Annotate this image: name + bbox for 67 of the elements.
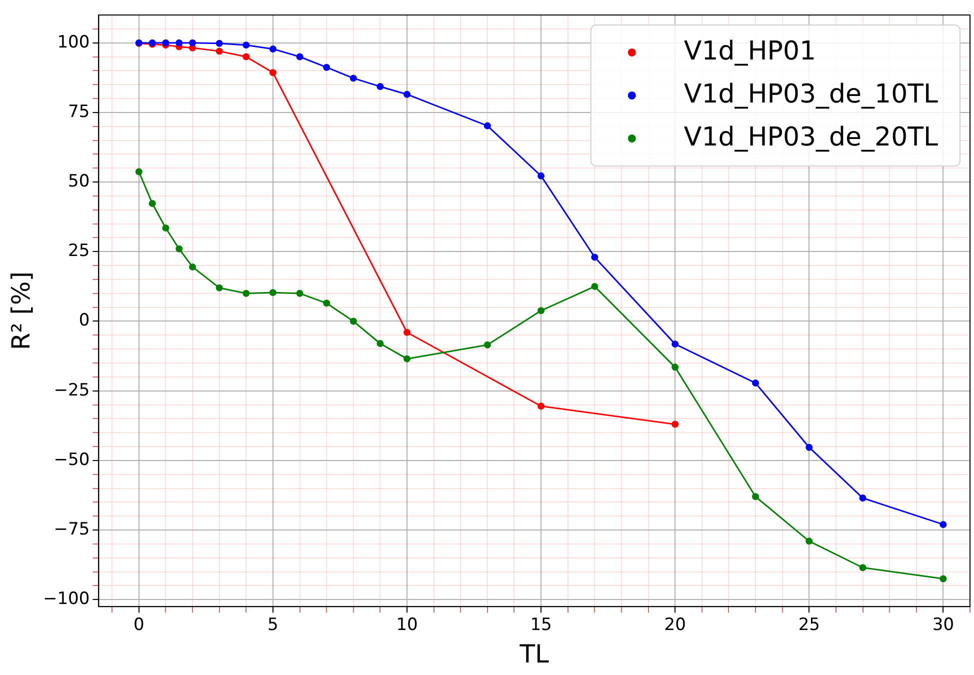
y-tick-label: 50 (68, 171, 90, 192)
point (404, 90, 410, 98)
point (269, 45, 276, 52)
point (148, 200, 156, 207)
point (591, 254, 598, 261)
point (376, 83, 384, 90)
point (189, 39, 196, 46)
point (752, 493, 760, 500)
x-tick-label: 0 (133, 615, 144, 636)
x-tick-label: 25 (798, 615, 820, 636)
point (296, 53, 304, 60)
point (484, 341, 491, 348)
point (806, 444, 813, 451)
point (135, 168, 142, 176)
point (216, 284, 223, 292)
point (323, 64, 330, 71)
point (806, 538, 813, 545)
y-tick-label: −75 (54, 519, 90, 540)
y-tick-label: 25 (68, 241, 90, 262)
point (296, 290, 304, 297)
legend-label: V1d_HP03_de_10TL (684, 79, 939, 110)
point (242, 42, 250, 49)
point (242, 290, 250, 297)
point (672, 364, 679, 371)
point (404, 328, 410, 336)
y-tick-label: 75 (68, 102, 90, 122)
point (940, 575, 947, 582)
y-axis-title: R² [%] (6, 271, 36, 350)
point (538, 307, 545, 314)
point (404, 355, 410, 362)
point (350, 318, 357, 325)
point (376, 340, 384, 348)
point (269, 289, 276, 296)
x-tick-label: 10 (396, 615, 418, 636)
y-tick-label: 0 (78, 310, 90, 331)
point (216, 40, 223, 47)
y-tick-label: 100 (57, 32, 90, 52)
point (591, 282, 598, 290)
point (162, 39, 170, 46)
point (940, 520, 947, 528)
point (242, 53, 250, 60)
point (323, 300, 330, 307)
point (484, 122, 491, 130)
x-tick-label: 20 (664, 615, 686, 636)
point (859, 494, 866, 502)
y-tick-label: −25 (54, 380, 90, 400)
point (538, 172, 545, 180)
y-tick-label: −50 (54, 450, 90, 470)
point (162, 224, 170, 232)
point (350, 74, 357, 82)
point (672, 340, 679, 348)
point (216, 48, 223, 55)
point (189, 263, 196, 270)
y-tick-label: −100 (42, 589, 90, 610)
legend-label: V1d_HP03_de_20TL (684, 122, 939, 152)
x-tick-label: 30 (932, 615, 954, 636)
point (176, 245, 183, 252)
point (269, 69, 276, 76)
point (176, 39, 183, 46)
x-tick-label: 15 (530, 615, 552, 636)
point (538, 402, 545, 410)
point (752, 380, 760, 387)
x-axis-title: TL (518, 640, 550, 668)
point (859, 564, 866, 572)
legend-label: V1d_HP01 (684, 36, 816, 66)
point (672, 420, 679, 428)
x-tick-label: 5 (268, 615, 278, 636)
